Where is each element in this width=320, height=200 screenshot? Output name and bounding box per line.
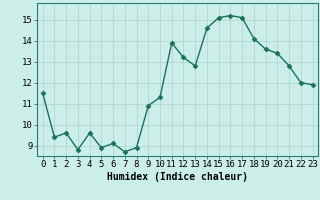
X-axis label: Humidex (Indice chaleur): Humidex (Indice chaleur)	[107, 172, 248, 182]
